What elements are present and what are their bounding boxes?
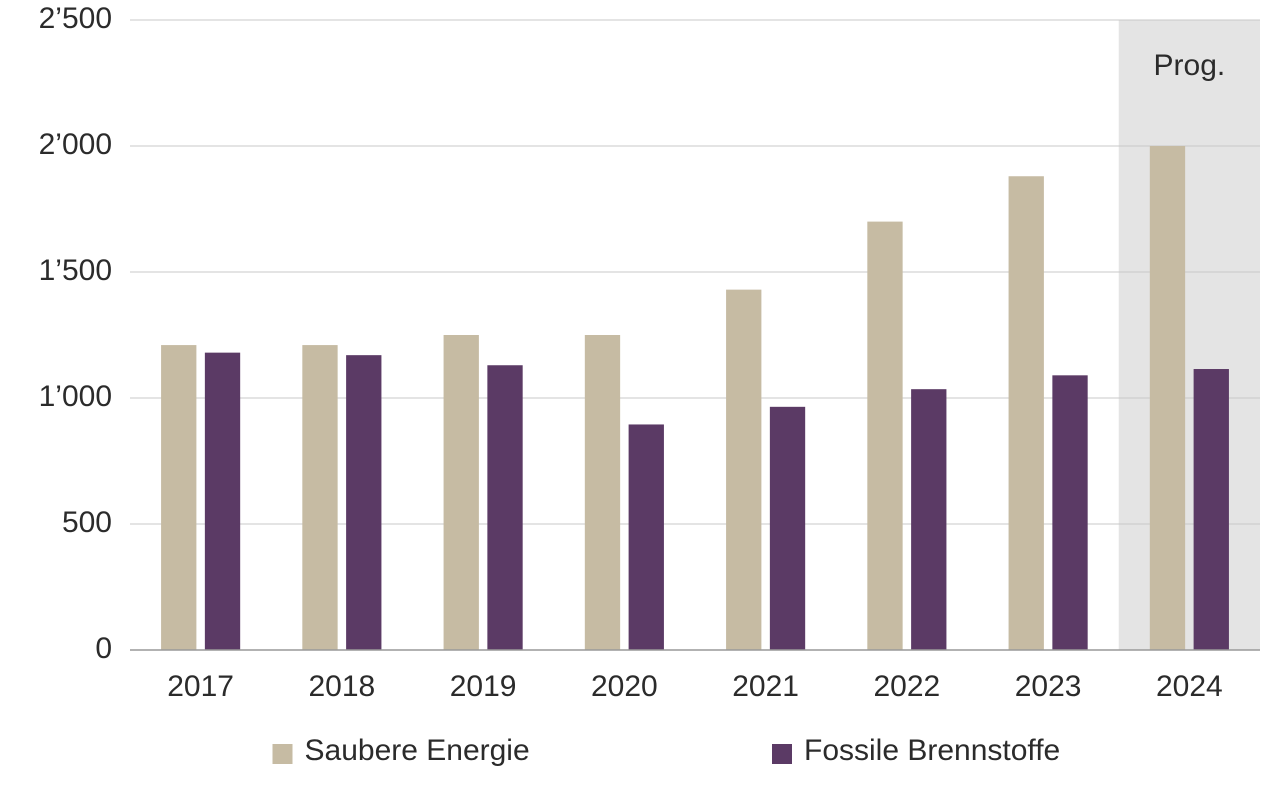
- energy-chart: 0 500 1’000 1’500 2’000 2’500 Prog. 2017 2018 201…: [0, 0, 1280, 800]
- y-tick-label: 2’500: [39, 2, 112, 35]
- y-tick-label: 500: [62, 506, 112, 539]
- x-tick-label: 2023: [1015, 670, 1082, 703]
- legend-label: Fossile Brennstoffe: [804, 734, 1060, 767]
- x-tick-label: 2021: [732, 670, 799, 703]
- bar: [161, 345, 196, 650]
- bar: [487, 365, 522, 650]
- bar: [770, 407, 805, 650]
- x-tick-label: 2022: [874, 670, 941, 703]
- bar: [1052, 375, 1087, 650]
- bar: [1150, 146, 1185, 650]
- chart-svg: 0 500 1’000 1’500 2’000 2’500 Prog. 2017 2018 201…: [0, 0, 1280, 800]
- x-tick-label: 2024: [1156, 670, 1223, 703]
- bar: [585, 335, 620, 650]
- bar: [1194, 369, 1229, 650]
- x-tick-label: 2019: [450, 670, 517, 703]
- forecast-label: Prog.: [1154, 49, 1226, 82]
- legend-swatch: [273, 744, 293, 764]
- bar: [346, 355, 381, 650]
- bar: [302, 345, 337, 650]
- bar: [629, 424, 664, 650]
- y-tick-label: 2’000: [39, 128, 112, 161]
- bar: [1009, 176, 1044, 650]
- y-tick-label: 1’000: [39, 380, 112, 413]
- bar: [867, 222, 902, 650]
- bar: [726, 290, 761, 650]
- x-tick-label: 2020: [591, 670, 658, 703]
- y-tick-label: 0: [95, 632, 112, 665]
- forecast-band: [1119, 20, 1260, 650]
- x-tick-label: 2018: [309, 670, 376, 703]
- legend-label: Saubere Energie: [305, 734, 530, 767]
- x-tick-label: 2017: [167, 670, 234, 703]
- bar: [205, 353, 240, 650]
- y-tick-label: 1’500: [39, 254, 112, 287]
- bar: [911, 389, 946, 650]
- bar: [444, 335, 479, 650]
- legend-swatch: [772, 744, 792, 764]
